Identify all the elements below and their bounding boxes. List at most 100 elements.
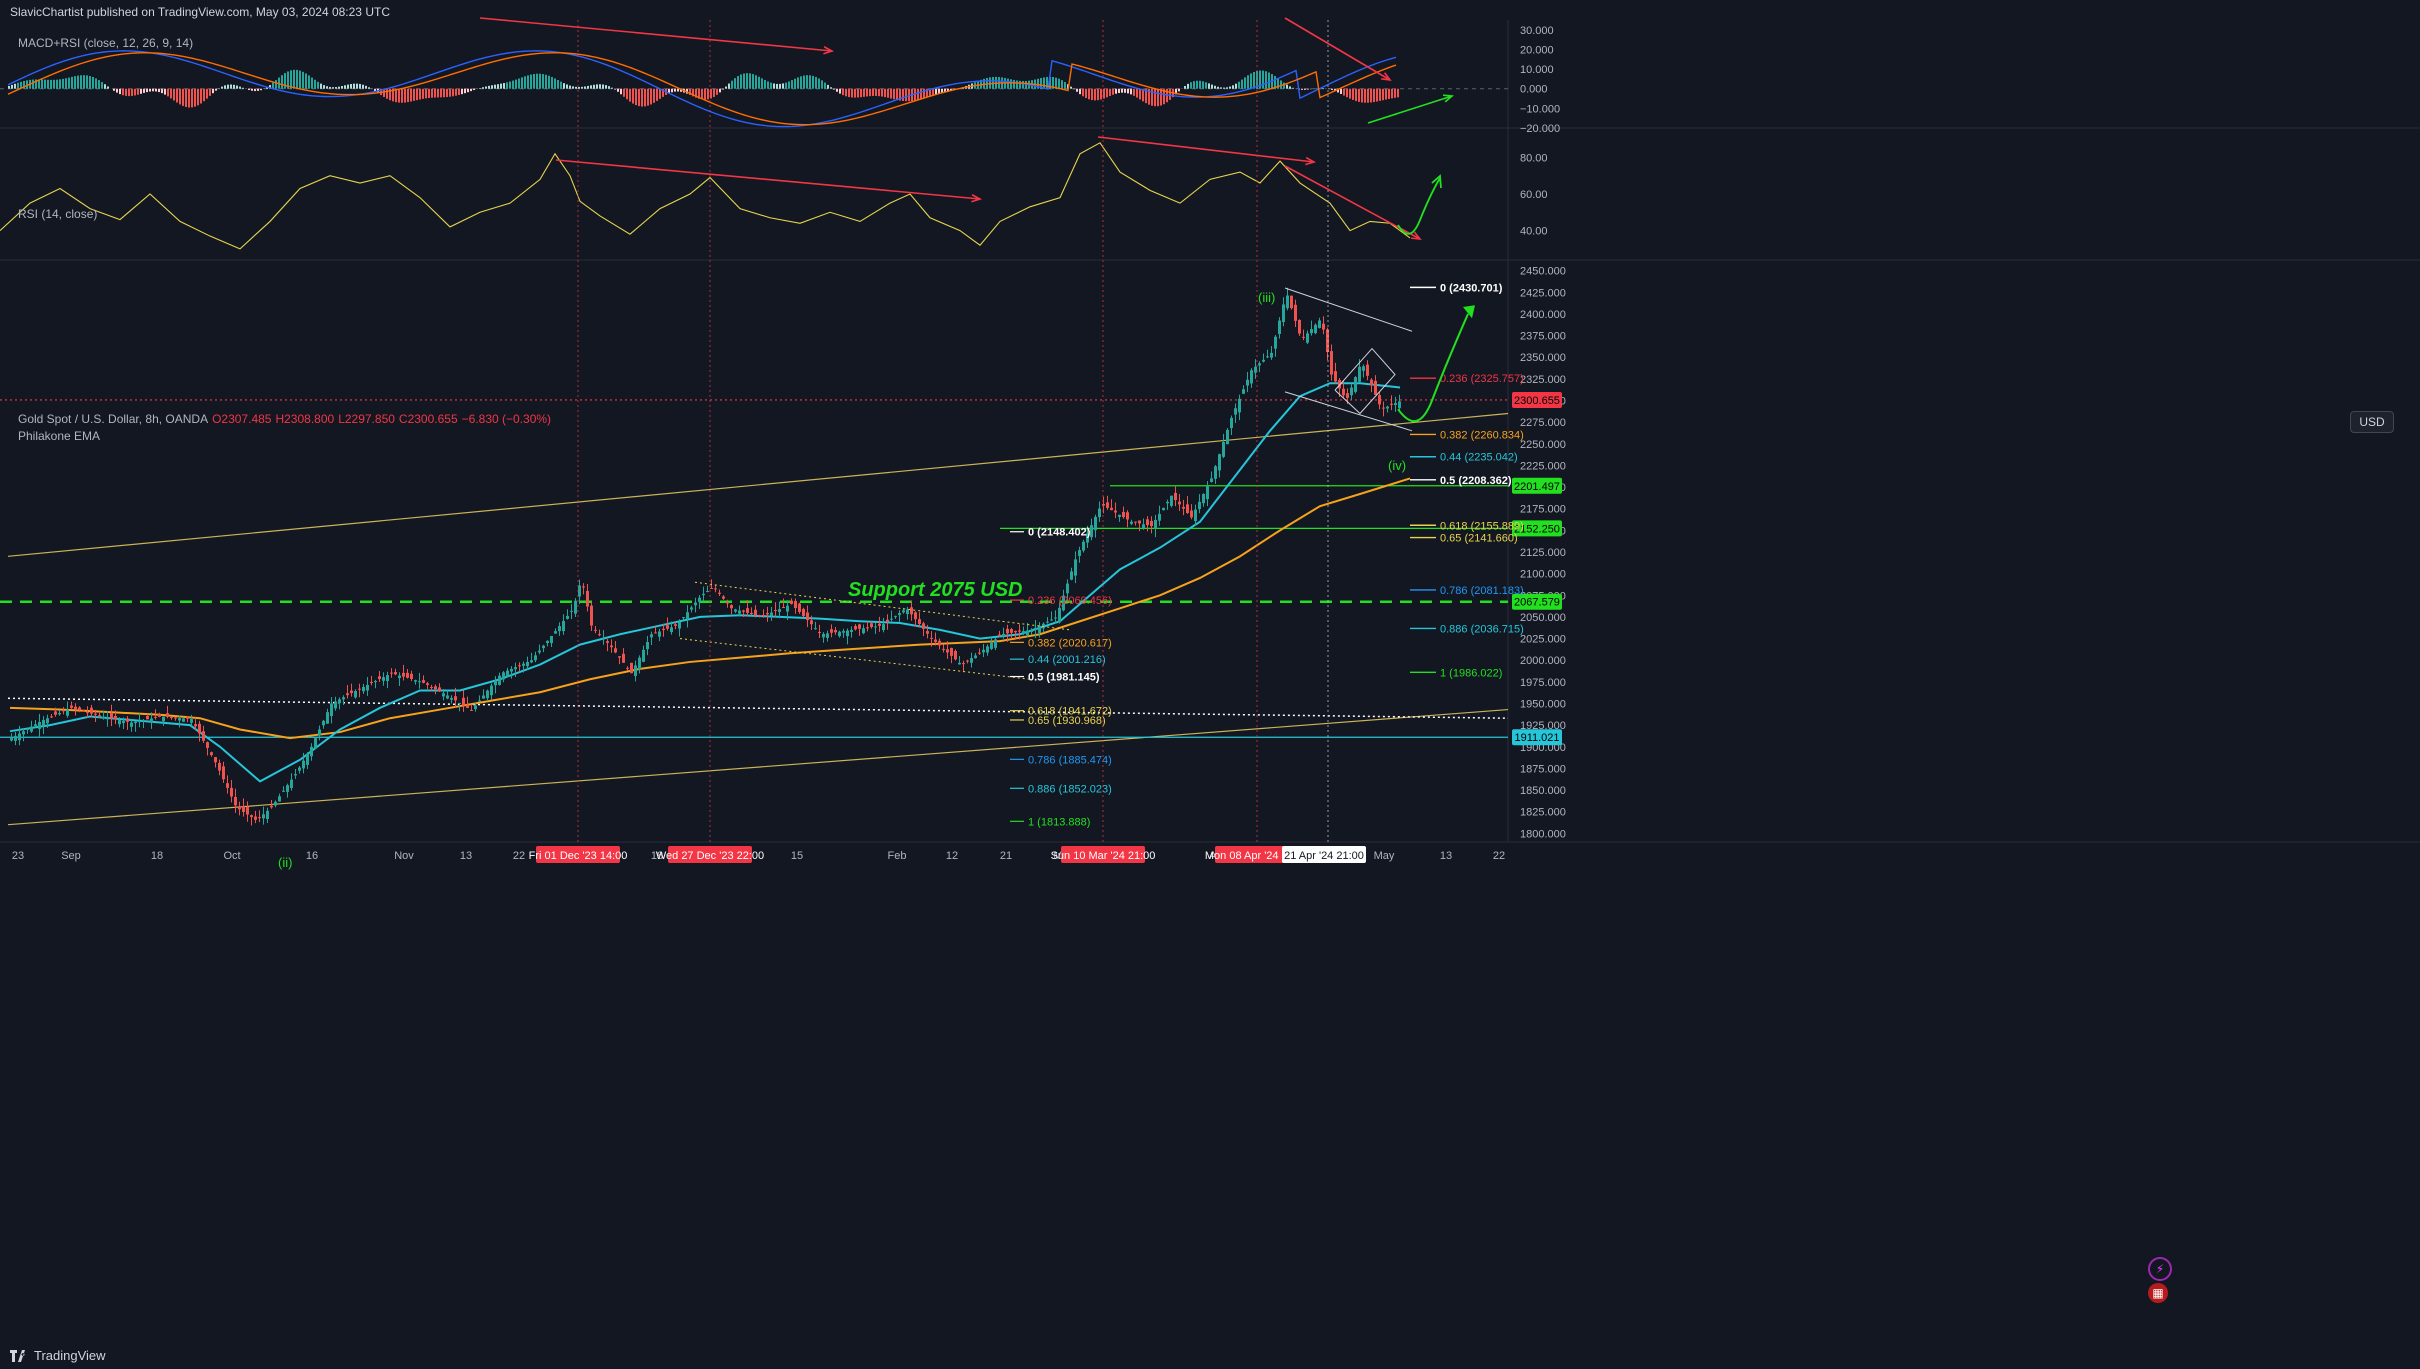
candle-body bbox=[946, 649, 949, 653]
macd-histogram-bar bbox=[1136, 88, 1138, 98]
macd-histogram-bar bbox=[398, 88, 400, 103]
macd-histogram-bar bbox=[1115, 88, 1117, 94]
macd-histogram-bar bbox=[893, 88, 895, 100]
macd-histogram-bar bbox=[941, 88, 943, 93]
macd-histogram-bar bbox=[50, 79, 52, 89]
macd-histogram-bar bbox=[1190, 82, 1192, 89]
price-tick-label: 2375.000 bbox=[1520, 331, 1566, 343]
candle-body bbox=[1050, 619, 1053, 621]
macd-histogram-bar bbox=[668, 88, 670, 94]
candle-body bbox=[1042, 623, 1045, 629]
macd-histogram-bar bbox=[386, 88, 388, 99]
candle-body bbox=[1126, 512, 1129, 520]
rsi-red-arrow-head bbox=[971, 194, 983, 203]
macd-histogram-bar bbox=[350, 83, 352, 89]
macd-histogram-bar bbox=[11, 84, 13, 89]
price-tick-label: 2100.000 bbox=[1520, 569, 1566, 581]
date-highlight-label: 21 Apr '24 21:00 bbox=[1284, 850, 1364, 862]
macd-histogram-bar bbox=[881, 88, 883, 97]
candle-body bbox=[130, 722, 133, 727]
macd-histogram-bar bbox=[839, 88, 841, 94]
macd-histogram-bar bbox=[1046, 76, 1048, 89]
level-label: 2152.250 bbox=[1514, 523, 1560, 535]
macd-histogram-bar bbox=[1124, 88, 1126, 93]
candle-body bbox=[1190, 510, 1193, 518]
candle-body bbox=[386, 675, 389, 682]
candle-body bbox=[378, 676, 381, 680]
macd-histogram-bar bbox=[722, 88, 724, 90]
macd-line bbox=[7, 50, 1397, 128]
macd-histogram-bar bbox=[293, 69, 295, 89]
candle-body bbox=[686, 612, 689, 620]
candle-body bbox=[1246, 379, 1249, 386]
price-tick-label: 1975.000 bbox=[1520, 677, 1566, 689]
candle-body bbox=[790, 600, 793, 604]
macd-histogram-bar bbox=[1292, 87, 1294, 89]
candle-body bbox=[414, 680, 417, 682]
rsi-red-arrow bbox=[555, 159, 981, 200]
macd-histogram-bar bbox=[362, 84, 364, 89]
candle-body bbox=[786, 605, 789, 612]
macd-histogram-bar bbox=[215, 88, 217, 91]
macd-histogram-bar bbox=[1220, 87, 1222, 89]
macd-histogram-bar bbox=[896, 88, 898, 100]
macd-histogram-bar bbox=[779, 83, 781, 89]
price-tick-label: 1875.000 bbox=[1520, 763, 1566, 775]
macd-histogram-bar bbox=[275, 80, 277, 89]
macd-histogram-bar bbox=[137, 88, 139, 95]
macd-histogram-bar bbox=[518, 78, 520, 89]
macd-histogram-bar bbox=[773, 83, 775, 89]
macd-histogram-bar bbox=[761, 78, 763, 89]
candle-body bbox=[762, 614, 765, 617]
candle-body bbox=[10, 738, 13, 741]
macd-histogram-bar bbox=[1196, 80, 1198, 89]
fib-upper-label: 0.618 (2155.889) bbox=[1440, 520, 1524, 532]
macd-histogram-bar bbox=[227, 84, 229, 89]
candle-body bbox=[218, 762, 221, 771]
candle-body bbox=[586, 590, 589, 607]
lightning-icon[interactable]: ⚡ bbox=[2148, 1257, 2172, 1281]
macd-red-arrow-2 bbox=[1284, 17, 1391, 81]
candle-body bbox=[1258, 363, 1261, 366]
macd-histogram-bar bbox=[98, 80, 100, 89]
candle-body bbox=[106, 717, 109, 720]
macd-histogram-bar bbox=[707, 88, 709, 100]
macd-histogram-bar bbox=[620, 88, 622, 95]
flag-icon[interactable]: ▦ bbox=[2148, 1283, 2168, 1303]
macd-histogram-bar bbox=[680, 88, 682, 92]
macd-histogram-bar bbox=[1151, 88, 1153, 106]
candle-body bbox=[838, 631, 841, 637]
macd-histogram-bar bbox=[551, 77, 553, 89]
fib-lower-label: 0.786 (1885.474) bbox=[1028, 754, 1112, 766]
macd-histogram-bar bbox=[1301, 88, 1303, 90]
macd-histogram-bar bbox=[410, 88, 412, 102]
price-tick-label: 2225.000 bbox=[1520, 460, 1566, 472]
macd-histogram-bar bbox=[902, 88, 904, 101]
candle-body bbox=[1090, 525, 1093, 538]
macd-histogram-bar bbox=[950, 88, 952, 91]
macd-histogram-bar bbox=[1088, 88, 1090, 100]
candle-body bbox=[1082, 541, 1085, 551]
projection-path bbox=[1397, 313, 1469, 422]
macd-histogram-bar bbox=[356, 83, 358, 89]
macd-histogram-bar bbox=[1388, 88, 1390, 99]
candle-body bbox=[434, 686, 437, 690]
macd-histogram-bar bbox=[1118, 88, 1120, 94]
candle-body bbox=[630, 662, 633, 674]
candle-body bbox=[854, 626, 857, 630]
candle-body bbox=[70, 705, 73, 708]
candle-body bbox=[186, 717, 189, 719]
candle-body bbox=[1166, 501, 1169, 504]
rsi-red-arrow-2-head bbox=[1305, 156, 1317, 166]
currency-button[interactable]: USD bbox=[2350, 411, 2394, 433]
macd-histogram-bar bbox=[824, 82, 826, 89]
candle-body bbox=[550, 635, 553, 644]
macd-histogram-bar bbox=[239, 86, 241, 89]
candle-body bbox=[146, 715, 149, 720]
macd-histogram-bar bbox=[20, 81, 22, 89]
candle-body bbox=[114, 715, 117, 720]
macd-histogram-bar bbox=[590, 85, 592, 89]
candle-body bbox=[1134, 521, 1137, 523]
candle-body bbox=[1378, 395, 1381, 405]
